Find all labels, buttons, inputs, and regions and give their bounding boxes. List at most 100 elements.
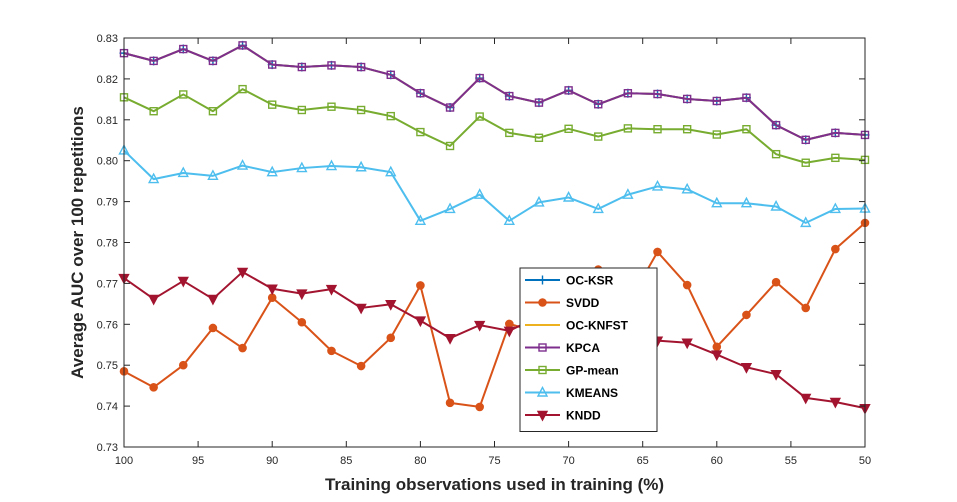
y-tick-label: 0.79 [97,197,118,209]
data-point [623,89,633,98]
x-tick-label: 85 [340,455,352,467]
data-point [268,100,277,109]
data-point [149,382,158,392]
data-point [801,135,810,145]
data-point [712,96,721,106]
data-point [414,316,427,328]
y-tick-label: 0.73 [97,442,118,454]
data-point [177,166,189,178]
series-line [123,44,866,141]
legend: OC-KSR SVDD OC-KNFST KPCA GP-mean KMEANS KNDD [519,267,658,432]
data-point [475,73,484,83]
legend-marker [538,275,547,285]
data-point [238,84,247,94]
data-point [564,124,573,133]
x-tick-label: 70 [562,455,574,467]
data-point [771,149,781,159]
data-point [268,60,277,69]
y-tick-label: 0.76 [97,319,118,331]
legend-item: SVDD [525,296,600,310]
y-tick-label: 0.74 [97,401,118,413]
series-kpca [119,41,870,145]
data-point [505,128,514,138]
data-point [327,102,336,111]
plot-area [124,38,865,447]
data-point [594,100,603,109]
data-point [416,127,425,137]
data-point [831,128,840,138]
data-point [771,120,781,130]
data-point [831,244,840,254]
x-tick-label: 80 [414,455,426,467]
x-axis-label: Training observations used in training (… [325,475,664,494]
data-point [236,267,249,279]
x-tick-label: 65 [637,455,649,467]
legend-label: GP-mean [566,364,619,378]
y-tick-label: 0.83 [97,33,118,45]
x-tick-label: 75 [488,455,500,467]
data-point [505,319,514,329]
data-point [475,402,484,412]
data-point [770,200,782,211]
legend-marker [538,343,547,352]
series-layer [118,40,871,415]
data-point [296,289,308,301]
data-point [594,132,603,141]
legend-label: OC-KNFST [566,319,629,333]
data-point [327,61,336,70]
data-point [682,280,692,290]
data-point [562,191,575,202]
x-tick-label: 50 [859,455,871,467]
data-point [801,303,811,313]
data-point [149,107,158,116]
data-point [503,214,515,226]
legend-label: KMEANS [566,386,618,400]
data-point [742,310,751,320]
data-point [653,125,662,134]
data-point [474,320,486,332]
series-kmeans [118,143,871,228]
y-tick-label: 0.78 [97,238,118,250]
y-tick-label: 0.82 [97,74,118,86]
data-point [266,165,278,177]
data-point [208,323,218,333]
series-line [123,270,866,410]
data-point [474,188,486,199]
data-point [297,62,307,72]
legend-item: OC-KSR [525,274,614,288]
y-axis-label: Average AUC over 100 repetitions [68,106,87,379]
data-point [623,124,633,133]
x-tick-label: 100 [115,455,133,467]
data-point [355,303,367,315]
data-point [355,160,367,172]
x-tick-label: 90 [266,455,278,467]
series-line [123,149,866,224]
data-point [801,158,810,167]
legend-box [519,267,658,432]
data-point [534,133,544,142]
data-point [622,188,634,199]
x-tick-label: 95 [192,455,204,467]
legend-label: SVDD [566,296,600,310]
legend-marker [538,298,547,307]
data-point [296,161,308,173]
data-point [385,300,397,311]
legend-label: KPCA [566,341,600,355]
data-point [711,350,723,362]
data-point [385,165,397,177]
data-point [445,103,455,112]
data-point [325,159,338,171]
data-point [416,281,425,290]
data-point [238,343,247,353]
y-tick-label: 0.77 [97,278,118,290]
legend-item: KNDD [525,409,601,423]
data-point [147,294,160,306]
data-point [445,398,455,408]
data-point [266,284,278,296]
series-kndd [118,267,871,415]
data-point [740,196,753,208]
y-tick-label: 0.75 [97,360,118,372]
data-point [829,202,842,214]
data-point [178,360,188,370]
data-point [742,125,751,134]
